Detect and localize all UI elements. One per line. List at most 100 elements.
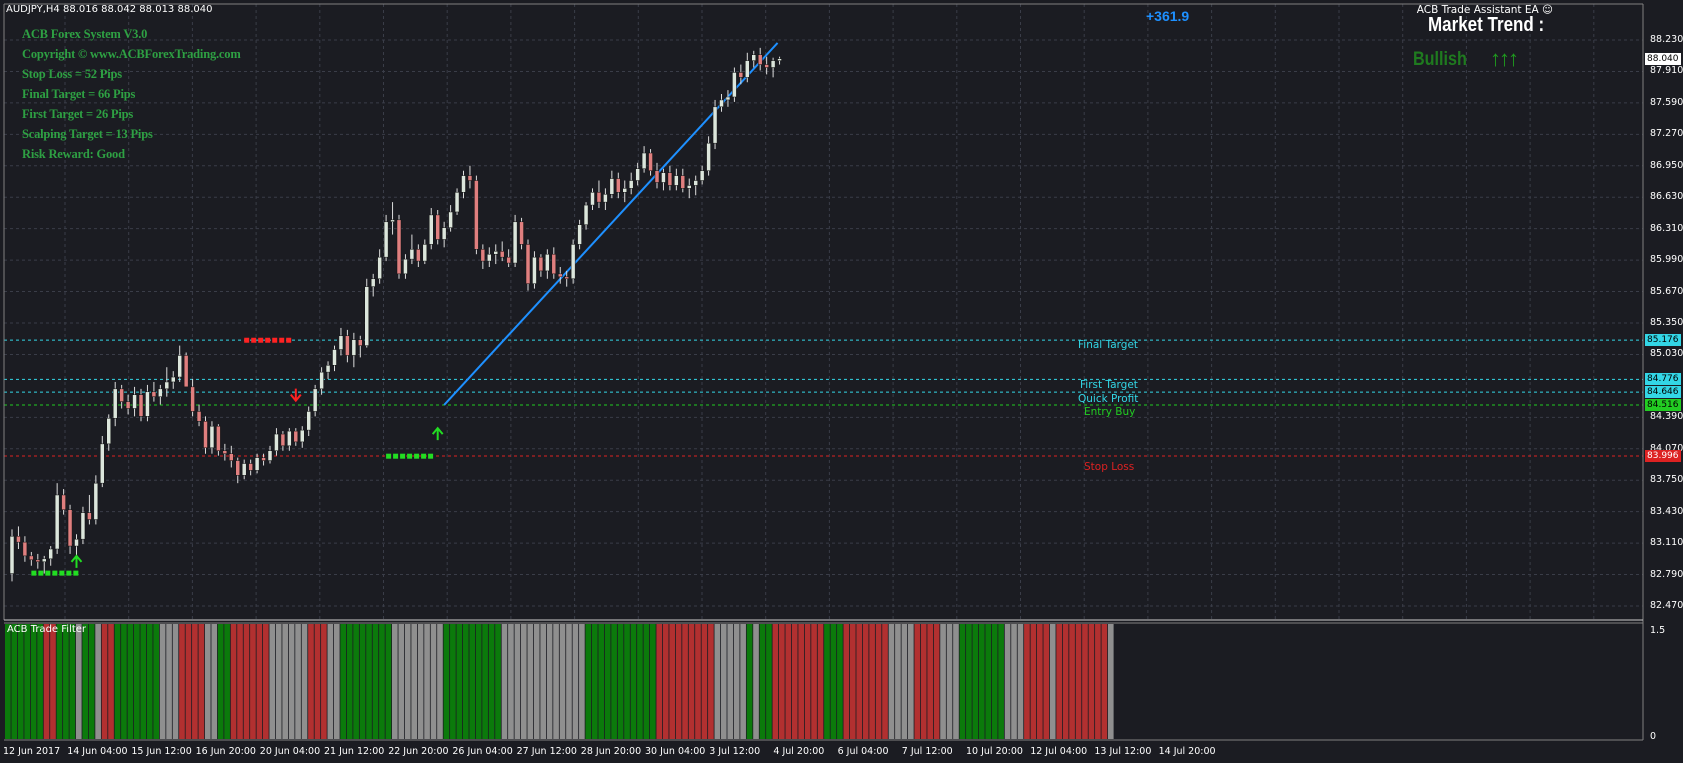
indicator-scale-tick: 0 xyxy=(1650,731,1657,742)
trade-filter-bar xyxy=(611,624,617,739)
candle-body xyxy=(583,204,589,225)
trade-filter-bar xyxy=(740,624,746,739)
trade-filter-bar xyxy=(192,624,198,739)
candle-body xyxy=(287,430,292,447)
candle-body xyxy=(693,180,698,186)
info-first-target: First Target = 26 Pips xyxy=(22,107,134,121)
candle-body xyxy=(74,538,79,547)
trade-filter-bar xyxy=(488,624,495,739)
candle-body xyxy=(48,548,53,560)
time-tick: 10 Jul 20:00 xyxy=(966,746,1023,757)
trade-filter-bar xyxy=(75,624,82,739)
trade-filter-bar xyxy=(101,624,108,739)
trade-filter-bar xyxy=(185,624,192,739)
candle-body xyxy=(229,453,234,461)
candle-body xyxy=(235,460,240,476)
candle-body xyxy=(16,535,21,543)
signal-dot xyxy=(258,337,264,343)
trade-filter-bar xyxy=(179,624,185,739)
trade-filter-bar xyxy=(630,624,637,739)
trade-filter-bar xyxy=(862,624,869,739)
trade-filter-bar xyxy=(604,624,611,739)
price-tick: 82.470 xyxy=(1650,600,1683,611)
trade-filter-bar xyxy=(108,624,114,739)
price-tick: 87.270 xyxy=(1650,128,1683,140)
signal-dot xyxy=(400,453,406,459)
price-tick: 85.350 xyxy=(1650,317,1683,328)
info-scalping-target: Scalping Target = 13 Pips xyxy=(22,127,153,141)
trade-filter-bar xyxy=(475,624,482,739)
trade-filter-bar xyxy=(153,624,159,739)
level-price-tag: 83.996 xyxy=(1645,450,1681,463)
trade-filter-bar xyxy=(1075,624,1082,739)
info-final-target: Final Target = 66 Pips xyxy=(22,87,136,101)
trade-filter-bar xyxy=(450,624,456,739)
ea-title[interactable]: ACB Trade Assistant EA ☺ xyxy=(1417,4,1553,16)
candle-body xyxy=(506,256,511,264)
signal-dot xyxy=(414,453,420,459)
trade-filter-bar xyxy=(759,624,766,739)
trade-filter-bar xyxy=(217,624,224,739)
trade-filter-bar xyxy=(566,624,572,739)
trade-filter-bar xyxy=(888,624,895,739)
candle-body xyxy=(80,512,86,540)
candle-body xyxy=(409,249,415,260)
candle-body xyxy=(403,258,408,275)
candle-body xyxy=(674,175,679,186)
trade-filter-bar xyxy=(720,624,727,739)
candle-body xyxy=(151,391,157,397)
candle-body xyxy=(383,221,389,258)
grid-lines xyxy=(4,4,1643,620)
candle-body xyxy=(532,256,537,284)
trade-filter-bar xyxy=(650,624,656,739)
trade-filter-bar xyxy=(288,624,295,739)
time-tick: 12 Jul 04:00 xyxy=(1030,746,1088,757)
candle-body xyxy=(519,221,524,245)
trade-filter-bar xyxy=(114,624,121,739)
trade-filter-bar xyxy=(933,624,940,739)
trade-filter-bar xyxy=(69,624,76,739)
signal-dot xyxy=(393,453,399,459)
price-tick: 85.030 xyxy=(1650,348,1683,360)
trade-filter-bar xyxy=(127,624,134,739)
price-tick: 86.950 xyxy=(1650,159,1683,171)
candle-body xyxy=(370,278,376,287)
candle-body xyxy=(603,194,608,203)
candle-body xyxy=(22,541,28,557)
candle-body xyxy=(461,175,466,193)
trade-filter-bar xyxy=(469,624,476,739)
time-tick: 14 Jul 20:00 xyxy=(1158,746,1216,757)
trade-filter-bar xyxy=(527,624,534,739)
candle-body xyxy=(416,249,421,262)
signal-dot xyxy=(66,570,72,576)
candle-body xyxy=(67,509,73,547)
trade-filter-bar xyxy=(895,624,901,739)
trade-filter-bar xyxy=(5,624,11,739)
indicator-label: ACB Trade Filter xyxy=(7,624,87,635)
candle-body xyxy=(429,214,434,245)
smiley-icon: ☺ xyxy=(1542,4,1553,16)
trade-filter-bar xyxy=(811,624,817,739)
price-tick: 86.630 xyxy=(1650,191,1683,203)
candle-body xyxy=(609,178,615,195)
trade-filter-bar xyxy=(88,624,95,739)
time-tick: 14 Jun 04:00 xyxy=(67,746,128,757)
trade-filter-bar xyxy=(243,624,250,739)
trade-filter-bar xyxy=(682,624,688,739)
trade-filter-bar xyxy=(263,624,269,739)
trade-filter-bar xyxy=(959,624,966,739)
candle-body xyxy=(699,170,705,181)
candle-body xyxy=(661,172,666,183)
trade-filter-bar xyxy=(688,624,695,739)
trade-filter-bar xyxy=(798,624,804,739)
trade-filter-bar xyxy=(1107,624,1114,739)
candle-body xyxy=(622,188,627,193)
candle-body xyxy=(616,178,621,193)
candle-body xyxy=(171,376,176,383)
trade-filter-bar xyxy=(656,624,663,739)
candle-body xyxy=(248,463,253,471)
candle-body xyxy=(164,381,170,390)
trade-filter-bar xyxy=(172,624,179,739)
signal-dot xyxy=(286,337,292,343)
